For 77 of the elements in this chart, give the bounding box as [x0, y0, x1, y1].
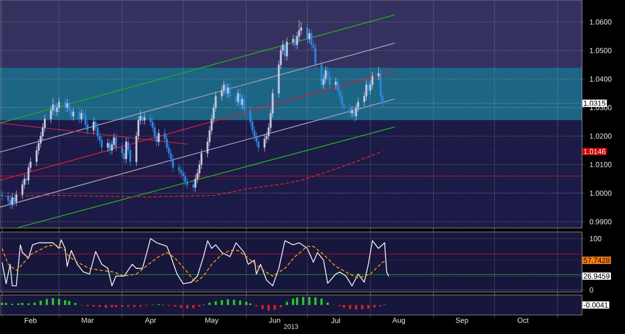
bar	[104, 304, 107, 308]
candlestick	[15, 190, 18, 206]
bar	[46, 298, 48, 305]
bar	[367, 304, 370, 309]
candlestick	[72, 107, 74, 121]
candlestick	[235, 92, 238, 106]
candlestick	[11, 192, 14, 210]
candlestick	[115, 132, 117, 152]
candlestick	[308, 28, 310, 44]
bar	[373, 304, 376, 308]
candlestick	[334, 77, 337, 90]
bar	[64, 300, 66, 305]
bar	[355, 304, 358, 310]
candlestick	[7, 191, 10, 205]
bar	[192, 304, 194, 308]
candlestick	[158, 128, 160, 146]
bar	[302, 296, 304, 305]
candlestick	[80, 108, 82, 124]
candlestick	[125, 137, 128, 164]
candlestick	[264, 134, 266, 152]
bar	[320, 298, 323, 305]
candlestick	[184, 172, 186, 186]
line-series	[2, 244, 388, 283]
candlestick	[1, 190, 3, 201]
candlestick	[92, 117, 95, 135]
bar	[308, 296, 310, 305]
bar	[342, 304, 346, 308]
bar	[180, 304, 182, 308]
candlestick	[9, 196, 12, 210]
candlestick	[108, 138, 111, 155]
candlestick	[78, 107, 80, 124]
bar	[68, 300, 70, 305]
candlestick	[292, 34, 294, 46]
candlestick	[306, 23, 308, 44]
candlestick	[144, 113, 146, 125]
candlestick	[286, 37, 288, 61]
bar	[292, 298, 294, 305]
bar	[361, 304, 364, 309]
candlestick	[320, 60, 322, 90]
bar	[40, 300, 42, 305]
candlestick	[243, 94, 246, 115]
candlestick	[349, 103, 351, 118]
candlestick	[237, 88, 240, 106]
candlestick	[314, 43, 316, 70]
candlestick	[229, 83, 231, 101]
candlestick	[54, 100, 56, 116]
candlestick	[284, 40, 286, 61]
candlestick	[239, 88, 242, 110]
candlestick	[106, 138, 109, 152]
candlestick	[353, 106, 356, 122]
bar	[186, 304, 188, 309]
candlestick	[367, 80, 370, 95]
candlestick	[378, 66, 380, 81]
candlestick	[66, 98, 68, 112]
candlestick	[351, 106, 354, 118]
bar	[110, 304, 114, 308]
bar	[220, 300, 223, 305]
bar	[214, 301, 217, 305]
candlestick	[224, 80, 227, 98]
candlestick	[310, 28, 312, 50]
candlestick	[142, 112, 144, 125]
candlestick	[192, 180, 194, 192]
candlestick	[178, 162, 180, 175]
candlestick	[64, 97, 66, 112]
candlestick	[26, 174, 28, 185]
candlestick	[294, 34, 296, 50]
candlestick	[180, 166, 182, 178]
bar	[239, 300, 242, 305]
bar	[280, 304, 282, 308]
candlestick	[241, 94, 244, 110]
candlestick	[58, 97, 60, 112]
bar	[52, 298, 54, 305]
bar	[274, 304, 276, 310]
candlestick	[226, 83, 229, 98]
candlestick	[13, 192, 16, 206]
bar	[245, 302, 248, 305]
candlestick	[100, 136, 103, 152]
